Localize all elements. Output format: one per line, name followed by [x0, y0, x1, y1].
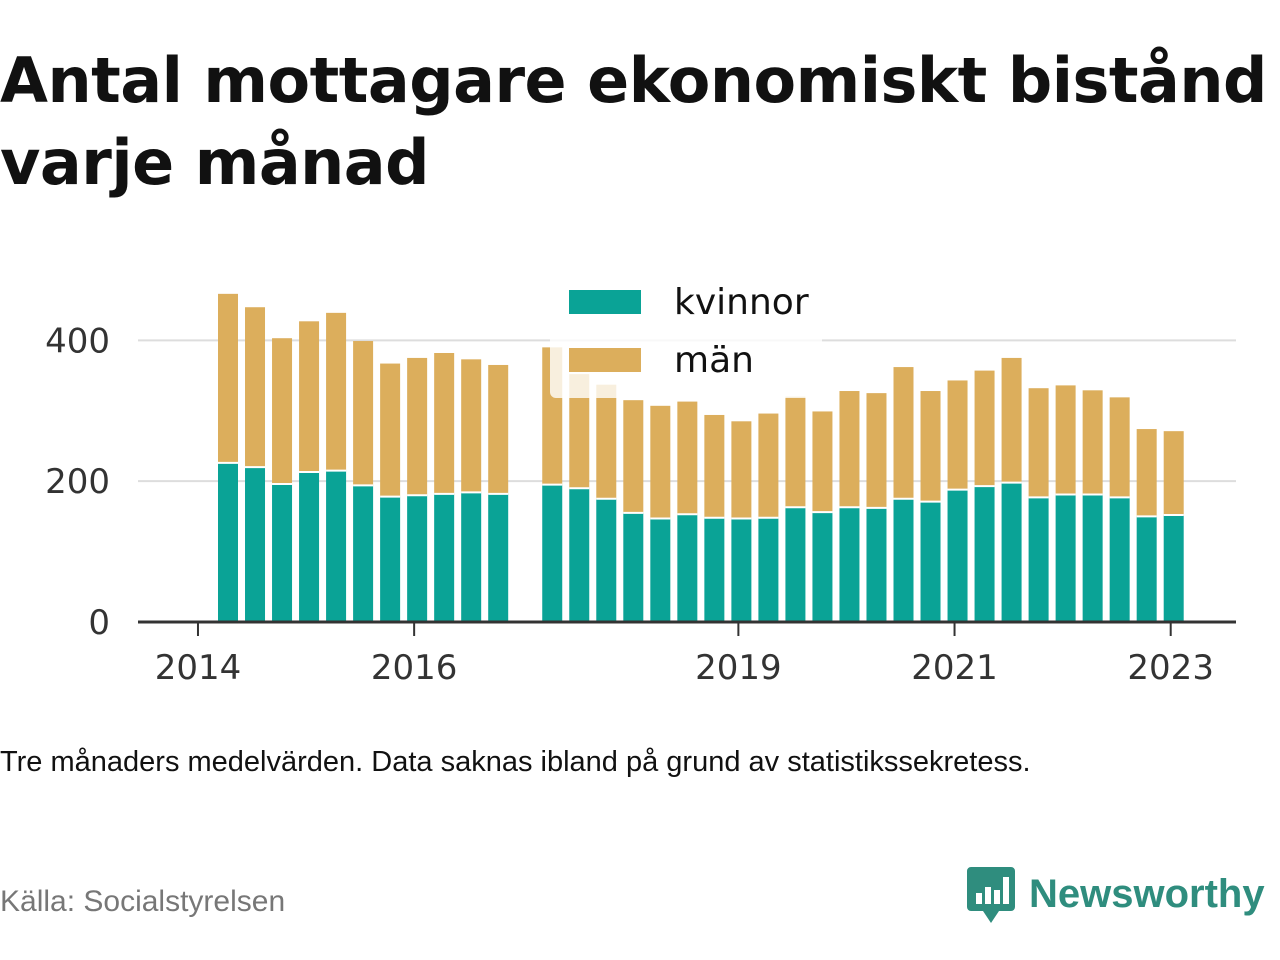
bar-man [1001, 357, 1022, 483]
y-tick-label: 0 [88, 603, 110, 643]
bar-kvinnor [704, 517, 725, 622]
bar-kvinnor [299, 472, 320, 622]
bar-man [434, 352, 455, 494]
bar-kvinnor [218, 462, 238, 622]
bar-man [569, 374, 590, 489]
bar-man [623, 400, 644, 513]
bar-kvinnor [380, 496, 401, 622]
bar-man [731, 421, 752, 519]
bar-kvinnor [677, 514, 698, 622]
bar-man [272, 338, 293, 484]
bar-man [974, 370, 995, 487]
bar-kvinnor [974, 486, 995, 622]
axis-ticks: 0 200 400 2014 2016 2019 2021 2023 [45, 321, 1214, 688]
bar-man [488, 364, 509, 494]
bar-man [785, 396, 806, 508]
bar-man [812, 411, 833, 513]
bar-kvinnor [596, 498, 617, 622]
bar-kvinnor [947, 489, 968, 622]
bar-man [1109, 397, 1130, 498]
bar-man [245, 307, 266, 468]
bar-kvinnor [650, 518, 671, 622]
bar-kvinnor [245, 467, 266, 622]
x-tick-label: 2016 [371, 648, 458, 688]
bar-kvinnor [758, 517, 779, 622]
bar-kvinnor [1136, 516, 1157, 622]
y-tick-label: 200 [45, 462, 110, 502]
bar-man [1055, 385, 1076, 495]
bar-man [1082, 390, 1103, 495]
bar-kvinnor [434, 493, 455, 622]
bar-man [1136, 429, 1157, 517]
brand-name: Newsworthy [1029, 871, 1265, 916]
bar-kvinnor [1055, 494, 1076, 622]
bar-man [866, 393, 887, 508]
bar-man [947, 380, 968, 490]
chart-note: Tre månaders medelvärden. Data saknas ib… [0, 746, 1031, 778]
bar-kvinnor [488, 493, 509, 622]
bar-kvinnor [920, 501, 941, 622]
bar-kvinnor [326, 470, 347, 622]
bar-kvinnor [1001, 482, 1022, 622]
legend-label-man: män [674, 340, 754, 381]
bar-kvinnor [1163, 514, 1184, 622]
bar-man [407, 357, 428, 496]
source-text: Källa: Socialstyrelsen [0, 885, 286, 918]
bar-man [380, 363, 401, 497]
brand-logo[interactable]: Newsworthy [965, 862, 1265, 926]
bar-kvinnor [731, 518, 752, 622]
y-tick-label: 400 [45, 321, 110, 361]
bar-kvinnor [866, 507, 887, 622]
bar-man [353, 341, 374, 486]
legend-label-kvinnor: kvinnor [674, 282, 809, 323]
bar-kvinnor [1028, 497, 1049, 622]
bar-kvinnor [1082, 494, 1103, 622]
bar-kvinnor [893, 498, 914, 622]
bar-man [299, 321, 320, 473]
x-tick-label: 2021 [911, 648, 998, 688]
bar-man [218, 293, 238, 463]
chart-title: Antal mottagare ekonomiskt bistånd varje… [0, 44, 1267, 199]
bar-kvinnor [812, 512, 833, 622]
newsworthy-logo-icon [967, 867, 1015, 923]
bar-man [704, 414, 725, 518]
bar-kvinnor [407, 495, 428, 622]
bar-kvinnor [569, 488, 590, 622]
bar-kvinnor [353, 485, 374, 622]
stacked-bar-chart: 0 200 400 2014 2016 2019 2021 2023 kvinnor män [45, 278, 1236, 688]
bar-man [650, 405, 671, 519]
x-tick-label: 2023 [1127, 648, 1214, 688]
bars [218, 293, 1184, 622]
bar-man [893, 367, 914, 499]
bar-kvinnor [839, 507, 860, 622]
bar-man [461, 359, 482, 493]
bar-kvinnor [461, 492, 482, 622]
bar-man [758, 413, 779, 518]
bar-man [596, 384, 617, 499]
bar-man [1028, 388, 1049, 498]
x-tick-label: 2014 [155, 648, 242, 688]
bar-kvinnor [542, 484, 563, 622]
bar-man [677, 401, 698, 515]
legend-swatch-man [569, 348, 641, 372]
bar-man [920, 391, 941, 502]
bar-kvinnor [1109, 497, 1130, 622]
bar-kvinnor [785, 507, 806, 622]
bar-man [1163, 431, 1184, 515]
x-tick-label: 2019 [695, 648, 782, 688]
bar-man [326, 312, 347, 471]
legend-swatch-kvinnor [569, 290, 641, 314]
bar-kvinnor [272, 483, 293, 622]
bar-man [839, 391, 860, 508]
legend: kvinnor män [550, 278, 822, 398]
bar-kvinnor [623, 512, 644, 622]
